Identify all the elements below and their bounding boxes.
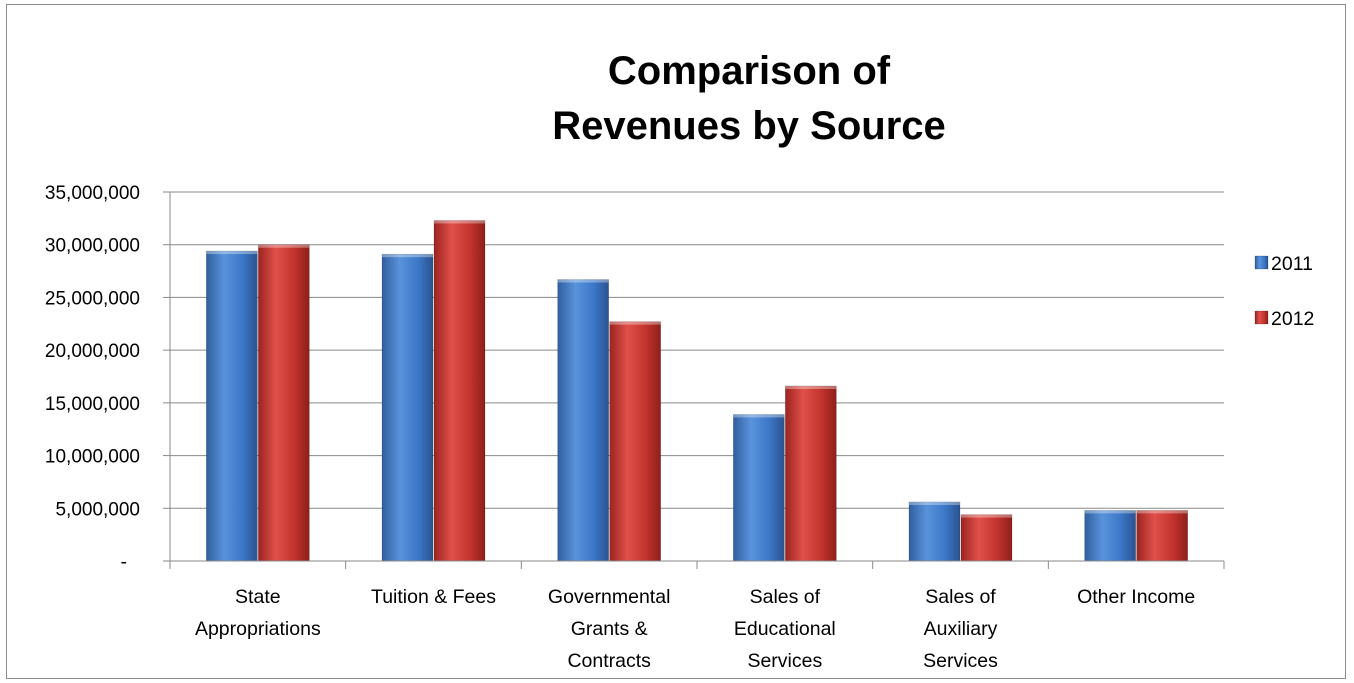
axes [169, 192, 1225, 569]
category-label: Grants & [571, 618, 648, 640]
legend-swatch-2012 [1254, 310, 1269, 325]
category-label: Educational [734, 618, 836, 640]
bar-2011-3 [733, 414, 785, 562]
bar-highlight [1084, 510, 1136, 514]
legend: 2011 2012 [1254, 253, 1314, 330]
x-axis-category-labels: State Appropriations Tuition & Fees Governm… [195, 586, 1195, 672]
category-label: Governmental [548, 586, 670, 608]
legend-label-2012: 2012 [1271, 308, 1314, 330]
legend-swatch-2011 [1254, 255, 1269, 270]
category-label: Sales of [925, 586, 996, 608]
bar-2012-2 [609, 321, 661, 562]
chart-title-line: Comparison of [608, 49, 891, 93]
gridlines [163, 191, 1224, 562]
bar-highlight [909, 501, 960, 505]
bars [206, 220, 1188, 562]
y-tick-label: 25,000,000 [45, 288, 140, 309]
category-label: Services [747, 650, 822, 672]
bar-2012-4 [960, 514, 1013, 562]
bar-2011-2 [557, 279, 609, 562]
bar-2011-1 [381, 253, 434, 562]
bar-highlight [609, 321, 661, 325]
category-label: Sales of [750, 586, 821, 608]
y-tick-label: 15,000,000 [45, 394, 140, 415]
bar-2011-5 [1084, 510, 1136, 562]
bar-2011-4 [908, 501, 961, 562]
bar-highlight [557, 279, 609, 283]
bar-highlight [258, 244, 310, 248]
bar-highlight [1136, 510, 1188, 514]
bar-2012-0 [258, 244, 310, 562]
y-tick-label: 10,000,000 [45, 447, 140, 468]
y-tick-label: 35,000,000 [45, 183, 140, 204]
bar-highlight [434, 220, 485, 224]
bar-highlight [733, 414, 785, 418]
legend-label-2011: 2011 [1271, 253, 1313, 275]
category-label: Contracts [567, 650, 651, 672]
category-label: Tuition & Fees [371, 586, 496, 608]
y-axis-tick-labels: - 5,000,000 10,000,000 15,000,000 20,000,000… [45, 183, 140, 573]
category-label: Services [923, 650, 998, 672]
bar-2012-1 [433, 220, 486, 562]
chart-title-line: Revenues by Source [552, 104, 946, 148]
bar-highlight [382, 254, 433, 258]
bar-2011-0 [206, 250, 258, 562]
category-label: Auxiliary [924, 618, 998, 640]
bar-highlight [785, 385, 837, 389]
bar-2012-5 [1136, 510, 1188, 562]
y-tick-label: 30,000,000 [45, 236, 140, 257]
bar-highlight [206, 251, 258, 255]
category-label: Other Income [1077, 586, 1195, 608]
y-tick-label: 20,000,000 [45, 341, 140, 362]
y-tick-label: - [121, 552, 127, 573]
category-label: Appropriations [195, 618, 321, 640]
chart-title: Comparison of Revenues by Source [552, 49, 946, 148]
category-label: State [235, 586, 281, 608]
y-tick-label: 5,000,000 [55, 499, 140, 520]
bar-2012-3 [785, 385, 837, 562]
bar-highlight [961, 514, 1012, 518]
